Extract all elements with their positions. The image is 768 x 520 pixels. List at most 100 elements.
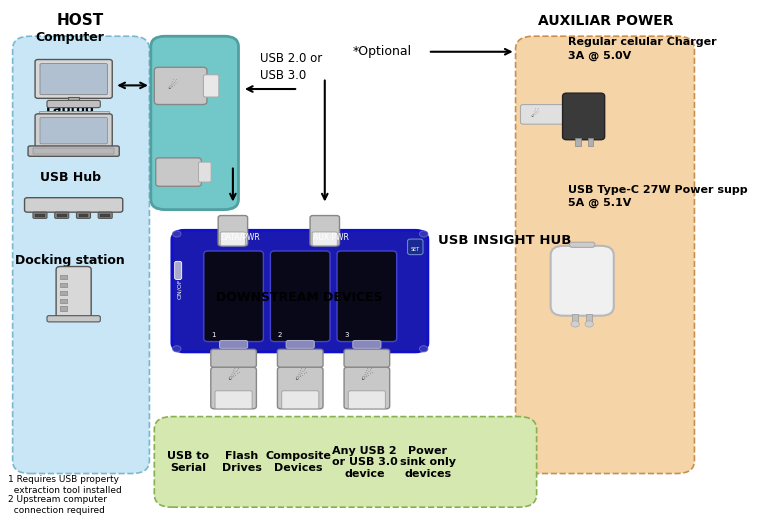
FancyBboxPatch shape: [204, 75, 219, 97]
Circle shape: [571, 321, 579, 327]
FancyBboxPatch shape: [277, 367, 323, 409]
FancyBboxPatch shape: [220, 341, 247, 348]
FancyBboxPatch shape: [154, 417, 537, 507]
Text: 2: 2: [277, 332, 282, 338]
Circle shape: [585, 321, 594, 327]
Text: USB INSIGHT HUB: USB INSIGHT HUB: [439, 234, 572, 247]
FancyBboxPatch shape: [204, 251, 263, 342]
Bar: [38, 120, 109, 123]
Bar: [586, 314, 592, 322]
Bar: [101, 214, 110, 217]
FancyBboxPatch shape: [151, 36, 239, 210]
Text: DOWNSTREAM DEVICES: DOWNSTREAM DEVICES: [216, 291, 382, 304]
Bar: [571, 314, 578, 322]
Text: Docking station: Docking station: [15, 254, 125, 267]
Text: ☄: ☄: [167, 81, 177, 91]
Text: 1 Requires USB property
  extraction tool installed: 1 Requires USB property extraction tool …: [8, 475, 122, 495]
Bar: [68, 97, 79, 102]
Text: *Optional: *Optional: [353, 45, 412, 58]
Text: Any USB 2
or USB 3.0
device: Any USB 2 or USB 3.0 device: [332, 446, 398, 479]
FancyBboxPatch shape: [277, 349, 323, 367]
Text: Laptop: Laptop: [46, 103, 94, 116]
Text: ☄: ☄: [530, 109, 539, 120]
Bar: [575, 138, 581, 146]
FancyBboxPatch shape: [270, 251, 330, 342]
FancyBboxPatch shape: [55, 212, 69, 218]
FancyBboxPatch shape: [154, 67, 207, 105]
Bar: [38, 115, 109, 119]
Circle shape: [173, 231, 181, 237]
Circle shape: [173, 346, 181, 352]
Text: Flash
Drives: Flash Drives: [222, 451, 262, 473]
Bar: [60, 275, 67, 279]
Text: HOST: HOST: [57, 13, 104, 28]
FancyBboxPatch shape: [40, 63, 108, 95]
Bar: [588, 138, 594, 146]
Text: ☄: ☄: [294, 369, 306, 383]
FancyBboxPatch shape: [408, 239, 423, 255]
Bar: [60, 306, 67, 310]
Text: ☄: ☄: [361, 369, 373, 383]
FancyBboxPatch shape: [218, 216, 247, 246]
Circle shape: [419, 231, 428, 237]
FancyBboxPatch shape: [282, 391, 319, 409]
FancyBboxPatch shape: [98, 212, 112, 218]
Bar: [60, 283, 67, 287]
FancyBboxPatch shape: [344, 349, 389, 367]
FancyBboxPatch shape: [348, 391, 386, 409]
Text: SET: SET: [411, 247, 420, 252]
Text: Regular celular Charger
3A @ 5.0V: Regular celular Charger 3A @ 5.0V: [568, 37, 717, 61]
Bar: [60, 298, 67, 303]
Text: Power
sink only
devices: Power sink only devices: [400, 446, 456, 479]
Text: ON/OFF: ON/OFF: [177, 275, 182, 300]
Text: 3: 3: [344, 332, 349, 338]
FancyBboxPatch shape: [35, 114, 112, 148]
FancyBboxPatch shape: [56, 267, 91, 318]
FancyBboxPatch shape: [210, 349, 257, 367]
FancyBboxPatch shape: [28, 146, 119, 157]
FancyBboxPatch shape: [47, 100, 101, 108]
FancyBboxPatch shape: [210, 367, 257, 409]
FancyBboxPatch shape: [570, 242, 595, 248]
Text: Computer: Computer: [35, 31, 104, 44]
Bar: [33, 148, 114, 154]
Bar: [38, 111, 109, 114]
FancyBboxPatch shape: [12, 36, 150, 474]
Bar: [57, 214, 67, 217]
FancyBboxPatch shape: [40, 118, 108, 144]
FancyBboxPatch shape: [312, 232, 337, 246]
Text: USB to
Serial: USB to Serial: [167, 451, 209, 473]
FancyBboxPatch shape: [215, 391, 252, 409]
Text: DATA/PWR: DATA/PWR: [220, 232, 260, 241]
FancyBboxPatch shape: [551, 246, 614, 316]
Text: 1: 1: [210, 332, 215, 338]
FancyBboxPatch shape: [220, 232, 246, 246]
FancyBboxPatch shape: [156, 158, 201, 186]
FancyBboxPatch shape: [33, 212, 47, 218]
FancyBboxPatch shape: [174, 262, 182, 279]
FancyBboxPatch shape: [35, 59, 112, 98]
Circle shape: [419, 346, 428, 352]
FancyBboxPatch shape: [515, 36, 694, 474]
FancyBboxPatch shape: [286, 341, 314, 348]
Text: USB 2.0 or
USB 3.0: USB 2.0 or USB 3.0: [260, 53, 322, 82]
FancyBboxPatch shape: [47, 316, 101, 322]
FancyBboxPatch shape: [337, 251, 397, 342]
Bar: [35, 214, 45, 217]
FancyBboxPatch shape: [353, 341, 381, 348]
Bar: [60, 291, 67, 295]
Text: USB Type-C 27W Power supp
5A @ 5.1V: USB Type-C 27W Power supp 5A @ 5.1V: [568, 185, 748, 209]
FancyBboxPatch shape: [77, 212, 91, 218]
FancyBboxPatch shape: [521, 105, 564, 124]
Bar: [78, 214, 88, 217]
FancyBboxPatch shape: [344, 367, 389, 409]
FancyBboxPatch shape: [563, 93, 604, 140]
Text: AUXILIAR POWER: AUXILIAR POWER: [538, 14, 673, 28]
Text: ☄: ☄: [227, 369, 240, 383]
FancyBboxPatch shape: [310, 216, 339, 246]
FancyBboxPatch shape: [198, 162, 211, 182]
Text: 2 Upstream computer
  connection required: 2 Upstream computer connection required: [8, 495, 108, 515]
FancyBboxPatch shape: [172, 230, 428, 352]
Text: Composite
Devices: Composite Devices: [265, 451, 331, 473]
Text: USB Hub: USB Hub: [40, 171, 101, 184]
